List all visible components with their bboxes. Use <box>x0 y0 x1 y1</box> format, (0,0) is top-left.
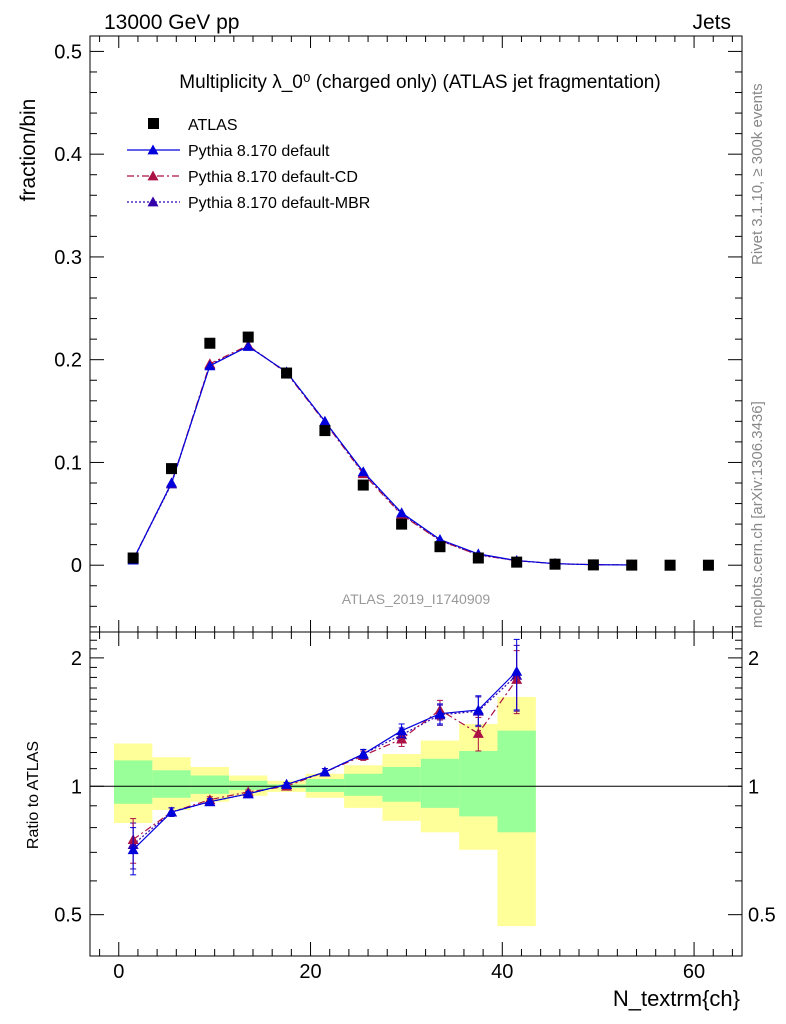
ratio-point-triangle <box>281 778 293 789</box>
main-point-triangle <box>357 466 369 477</box>
legend-marker-triangle <box>147 196 159 207</box>
rivet-version-label: Rivet 3.1.10, ≥ 300k events <box>749 83 766 265</box>
x-axis-label: N_textrm{ch} <box>613 986 740 1011</box>
main-data-square <box>281 367 293 379</box>
ratio-point-triangle <box>319 766 331 777</box>
legend-label: Pythia 8.170 default <box>188 143 330 160</box>
main-data-square <box>166 463 177 475</box>
main-data-square <box>357 479 369 491</box>
main-plot-panel: 0 0.1 0.2 0.3 0.4 0.5 Multiplicity λ_0⁰ (char… <box>17 35 743 633</box>
ratio-plot-frame <box>89 631 743 957</box>
main-y-tick-label: 0.2 <box>54 350 82 372</box>
source-label: mcplots.cern.ch [arXiv:1306.3436] <box>749 401 766 628</box>
main-point-triangle <box>166 477 177 488</box>
analysis-label: ATLAS_2019_I1740909 <box>342 591 491 607</box>
ratio-band-inner <box>459 750 498 817</box>
ratio-plot-panel: 0.5 0.5 1 1 2 2 0 20 40 60 Ratio to ATLAS N_text… <box>25 631 776 1011</box>
main-y-tick-label: 0.1 <box>54 452 82 474</box>
ratio-band-inner <box>152 770 191 798</box>
ratio-band-inner <box>305 779 345 792</box>
main-point-triangle <box>242 340 254 351</box>
ratio-y-tick-label: 0.5 <box>54 905 82 927</box>
main-point-triangle <box>204 360 216 371</box>
energy-label: 13000 GeV pp <box>104 11 239 34</box>
ratio-y-tick-label: 1 <box>71 776 82 798</box>
x-tick-label: 20 <box>299 961 321 983</box>
ratio-band-inner <box>113 760 153 804</box>
main-data-square <box>587 559 599 571</box>
legend-label: ATLAS <box>188 117 238 134</box>
ratio-point-triangle <box>396 733 408 744</box>
ratio-point-triangle <box>127 844 139 855</box>
main-data-square <box>127 552 139 564</box>
main-data-square <box>626 559 638 571</box>
main-data-square <box>319 425 331 437</box>
ratio-y-tick-label: 2 <box>71 648 82 670</box>
ratio-y-tick-label-right: 0.5 <box>748 905 776 927</box>
ratio-point-triangle <box>396 725 408 736</box>
main-data-square <box>204 337 216 349</box>
ratio-band-inner <box>420 758 460 808</box>
main-y-tick-label: 0.5 <box>54 41 82 63</box>
ratio-point-triangle <box>472 704 484 715</box>
ratio-y-axis-label: Ratio to ATLAS <box>25 741 42 849</box>
main-data-square <box>664 559 676 571</box>
main-data-square <box>549 558 561 570</box>
main-point-triangle <box>319 415 331 426</box>
ratio-point-triangle <box>166 806 177 817</box>
main-title: Multiplicity λ_0⁰ (charged only) (ATLAS … <box>179 72 660 93</box>
legend-label: Pythia 8.170 default-MBR <box>188 195 370 212</box>
x-tick-label: 40 <box>491 961 513 983</box>
ratio-point-triangle <box>511 665 523 676</box>
ratio-point-triangle <box>434 708 446 719</box>
legend-label: Pythia 8.170 default-CD <box>188 169 358 186</box>
main-y-tick-label: 0.4 <box>54 144 82 166</box>
process-label: Jets <box>692 11 731 34</box>
main-data-square <box>511 556 523 568</box>
main-y-tick-label: 0 <box>71 555 82 577</box>
ratio-point-triangle <box>357 748 369 759</box>
main-data-square <box>396 518 408 530</box>
ratio-band-inner <box>190 775 230 794</box>
ratio-point-triangle <box>472 727 484 738</box>
ratio-point-triangle <box>242 788 254 799</box>
main-data-square <box>434 541 446 553</box>
legend-marker-triangle <box>147 170 159 181</box>
ratio-point-triangle <box>204 796 216 807</box>
main-point-triangle <box>396 507 408 518</box>
ratio-y-tick-label-right: 1 <box>748 776 759 798</box>
main-data-square <box>702 559 714 571</box>
main-data-square <box>472 552 484 564</box>
ratio-band-inner <box>497 730 536 833</box>
main-y-axis-label: fraction/bin <box>17 99 40 202</box>
legend-marker-square <box>148 118 159 129</box>
legend: ATLAS Pythia 8.170 default Pythia 8.170 de… <box>127 117 370 212</box>
x-tick-label: 0 <box>113 961 124 983</box>
ratio-band-inner <box>382 766 421 802</box>
series-line-pythia-8-170-default-cd <box>132 344 632 566</box>
series-line-pythia-8-170-default-mbr <box>132 345 632 566</box>
ratio-y-tick-label-right: 2 <box>748 648 759 670</box>
main-y-tick-label: 0.3 <box>54 247 82 269</box>
ratio-band-inner <box>344 773 383 796</box>
legend-marker-triangle <box>147 144 159 155</box>
ratio-band-inner <box>229 780 268 791</box>
series-line-pythia-8-170-default <box>132 345 632 566</box>
main-data-square <box>242 331 254 343</box>
x-tick-label: 60 <box>683 961 705 983</box>
